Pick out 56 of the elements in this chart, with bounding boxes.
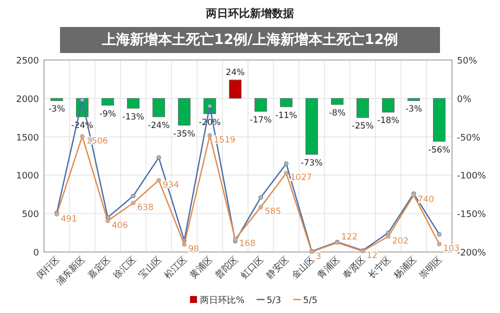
data-label: 103: [443, 244, 460, 254]
y-tick-label: 1500: [16, 133, 40, 144]
chart-title: 两日环比新增数据: [205, 7, 294, 20]
x-tick-label: 徐汇区: [112, 254, 138, 282]
x-tick-label: 普陀区: [214, 254, 240, 282]
y-tick-label: 2500: [16, 56, 40, 66]
data-label: -35%: [173, 129, 196, 140]
y2-tick-label: 50%: [457, 56, 478, 66]
legend-label: 5/5: [303, 296, 318, 306]
y-tick-label: 1000: [16, 172, 40, 182]
data-label: 585: [264, 207, 281, 218]
y2-tick-label: 0%: [457, 94, 472, 105]
x-tick-label: 静安区: [264, 254, 292, 282]
y2-tick-label: -150%: [457, 210, 486, 220]
x-tick-label: 金山区: [290, 254, 317, 282]
data-label: -11%: [275, 110, 298, 121]
data-label: -18%: [377, 116, 400, 126]
x-tick-label: 松江区: [162, 254, 190, 282]
data-label: 638: [137, 203, 154, 213]
y2-tick-label: -50%: [457, 133, 481, 144]
legend-label: 5/3: [266, 296, 282, 306]
x-tick-label: 嘉定区: [86, 254, 113, 282]
y-tick-label: 500: [22, 210, 40, 220]
data-label: -3%: [48, 104, 66, 115]
data-label: -9%: [99, 109, 116, 120]
data-label: 491: [60, 214, 77, 224]
data-label: 740: [418, 195, 434, 206]
data-label: 202: [392, 236, 408, 246]
data-label: -8%: [328, 108, 346, 119]
x-tick-label: 黄浦区: [188, 254, 215, 282]
y-tick-label: 0: [33, 248, 40, 258]
data-label: -56%: [428, 145, 450, 156]
data-label: 122: [341, 232, 358, 243]
data-label: 3: [316, 252, 322, 262]
data-label: 1027: [290, 173, 312, 184]
data-label: 12: [366, 251, 378, 262]
y2-tick-label: -100%: [457, 172, 486, 182]
x-tick-label: 宝山区: [137, 254, 164, 282]
data-label: 98: [188, 244, 200, 254]
x-tick-label: 杨浦区: [391, 254, 419, 282]
data-label: 24%: [226, 68, 245, 78]
data-label: -25%: [352, 122, 374, 132]
text: 上海新增本土死亡12例/上海新增本土死亡12例: [60, 27, 440, 53]
data-label: 406: [112, 220, 128, 231]
x-tick-label: 奉贤区: [341, 254, 368, 282]
data-label: -3%: [405, 104, 422, 115]
y-tick-label: 2000: [16, 94, 40, 105]
x-tick-label: 崇明区: [418, 254, 444, 282]
legend-label: 两日环比%: [200, 295, 245, 306]
y2-tick-label: -200%: [457, 248, 486, 258]
data-label: -13%: [122, 112, 144, 122]
data-label: 168: [239, 239, 256, 250]
x-tick-label: 虹口区: [239, 254, 266, 282]
data-label: -24%: [148, 120, 170, 131]
data-label: -73%: [300, 158, 323, 168]
data-label: -17%: [250, 115, 272, 126]
